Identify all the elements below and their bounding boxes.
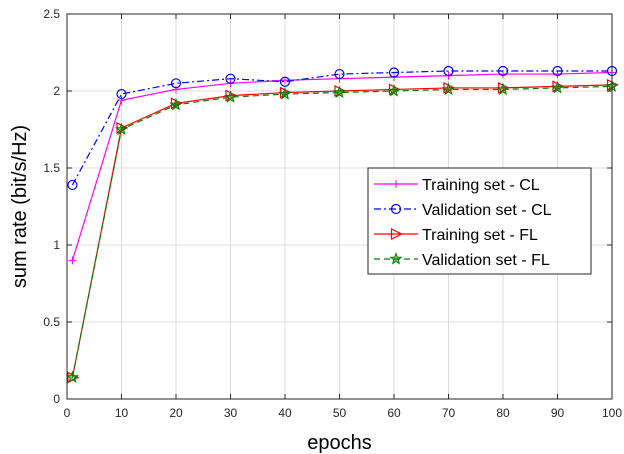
x-tick-label: 20 [169,406,183,420]
x-tick-label: 30 [224,406,238,420]
series-line [71,85,613,378]
legend-entries: Training set - CL Validation set - CL Trai… [374,177,552,269]
axis-ticks: 0 10 20 30 40 50 60 70 80 90 100 0 0.5 1 1.5 2 2.5 [43,7,622,420]
data-point [170,78,182,89]
data-point [550,80,565,94]
data-point [441,82,456,96]
data-point [334,68,345,80]
data-point [172,85,180,94]
y-tick-label: 0 [53,392,60,406]
series-line [71,84,613,378]
legend: Training set - CL Validation set - CL Trai… [367,167,592,275]
x-tick-label: 50 [333,406,347,420]
x-tick-label: 0 [64,406,71,420]
series-layer [65,65,619,384]
x-tick-label: 90 [551,406,565,420]
series-2 [67,65,618,191]
data-point [496,82,510,96]
series-4 [65,79,619,384]
y-tick-label: 1.5 [43,161,60,175]
data-point [443,65,454,77]
data-point [116,88,127,100]
series-line [71,70,612,186]
y-tick-label: 0.5 [43,315,60,329]
data-point [65,370,80,384]
legend-box [367,167,592,275]
data-point [225,73,236,84]
legend-label: Training set - CL [422,177,540,194]
legend-marker [390,203,402,215]
legend-label: Validation set - CL [422,202,552,219]
data-point [388,67,400,78]
legend-marker [390,228,403,240]
legend-entry: Validation set - CL [374,202,552,219]
data-point [169,97,183,111]
data-point [114,122,129,136]
y-tick-label: 2.5 [43,7,60,21]
data-point [278,87,292,100]
x-tick-label: 40 [278,406,292,420]
data-point [223,90,238,103]
legend-entry: Training set - FL [374,227,538,244]
data-point [552,65,563,77]
data-point [68,256,77,265]
y-tick-label: 2 [53,84,60,98]
x-tick-label: 100 [602,406,622,420]
legend-entry: Training set - CL [374,177,540,194]
x-tick-label: 10 [115,406,129,420]
legend-entry: Validation set - FL [374,252,550,269]
y-tick-label: 1 [53,238,60,252]
y-axis-label: sum rate (bit/s/Hz) [9,125,31,288]
data-point [497,65,509,77]
data-point [332,85,347,99]
x-tick-label: 60 [387,406,401,420]
data-point [387,84,401,97]
legend-label: Training set - FL [422,227,538,244]
data-point [67,179,78,191]
legend-marker [389,252,403,265]
x-tick-label: 70 [442,406,456,420]
x-tick-label: 80 [496,406,510,420]
legend-marker [392,180,400,188]
legend-label: Validation set - FL [422,252,550,269]
data-point [279,76,291,87]
x-axis-label: epochs [307,432,372,454]
